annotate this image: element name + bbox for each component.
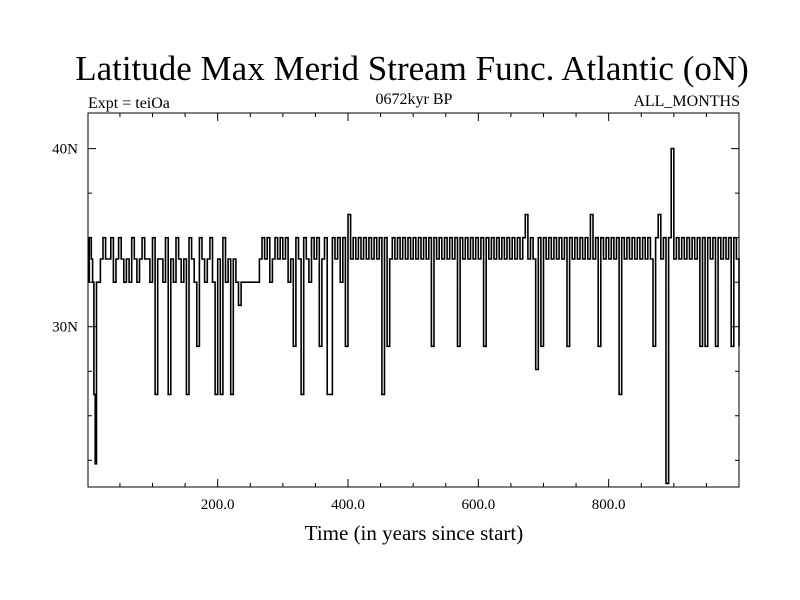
subtitle-left: Expt = teiOa — [88, 95, 170, 112]
x-tick-label: 400.0 — [331, 497, 365, 513]
x-tick-label: 200.0 — [201, 497, 235, 513]
y-tick-label: 40N — [52, 142, 78, 158]
subtitle-center: 0672kyr BP — [376, 91, 453, 108]
y-tick-label: 30N — [52, 320, 78, 336]
chart-title: Latitude Max Merid Stream Func. Atlantic… — [75, 49, 749, 88]
y-axis-tick-labels: 30N 40N — [52, 142, 78, 336]
x-tick-label: 800.0 — [592, 497, 626, 513]
x-axis-label: Time (in years since start) — [305, 521, 524, 545]
x-axis-ticks — [119, 113, 707, 487]
x-axis-tick-labels: 200.0 400.0 600.0 800.0 — [201, 497, 626, 513]
subtitle-right: ALL_MONTHS — [633, 93, 740, 110]
x-tick-label: 600.0 — [461, 497, 495, 513]
series-line — [88, 147, 740, 485]
